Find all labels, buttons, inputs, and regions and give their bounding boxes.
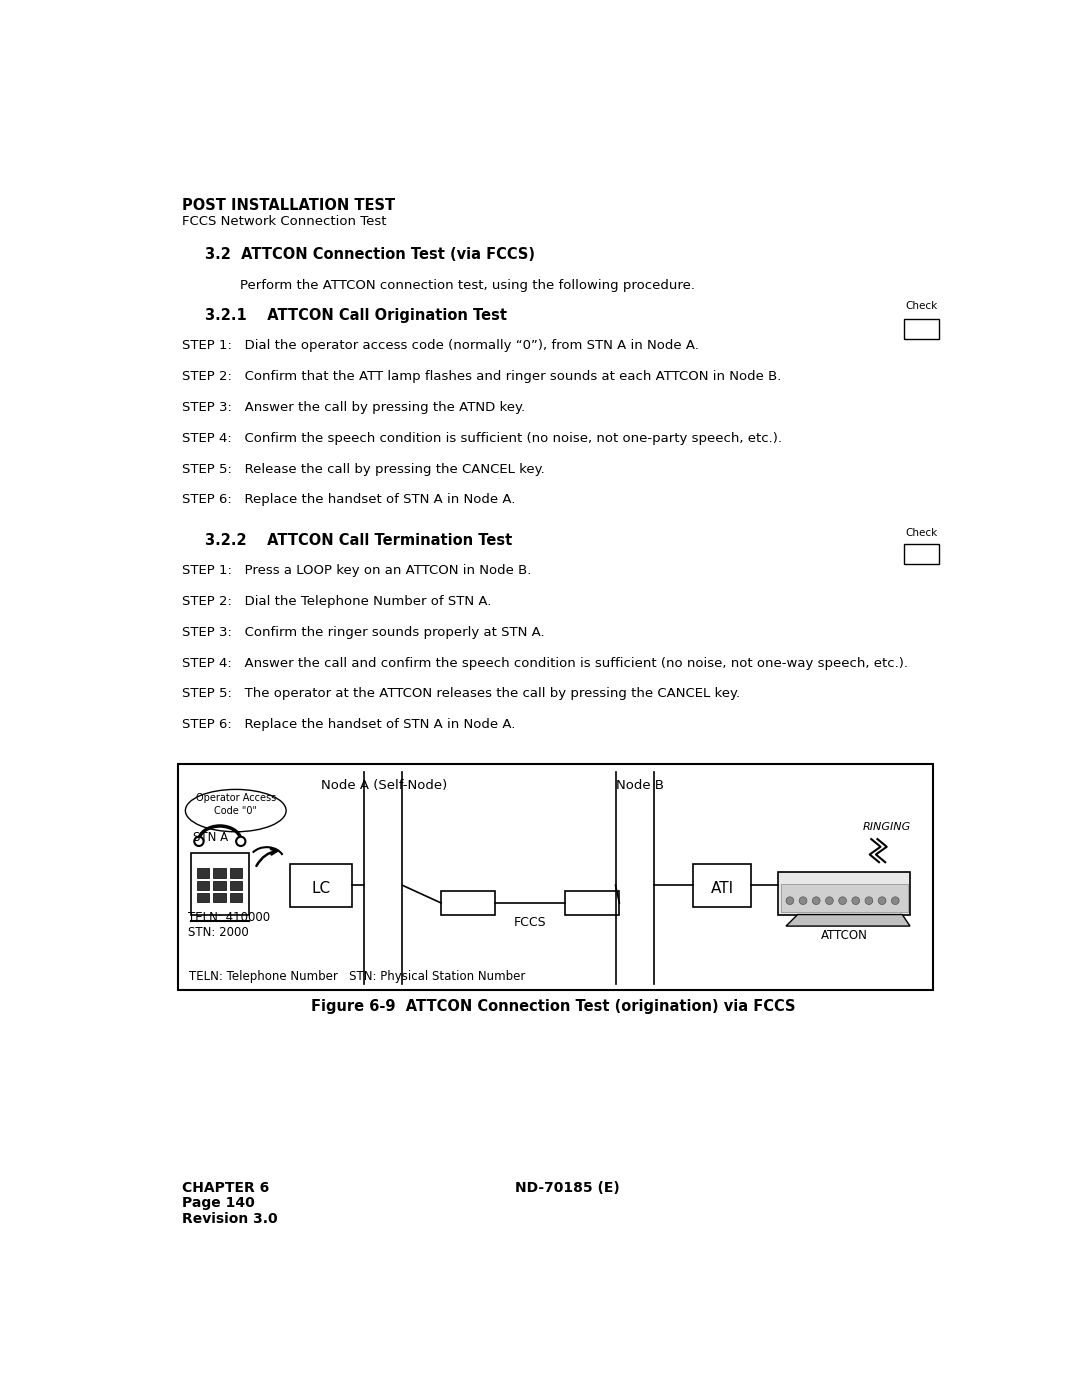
Bar bbox=[191, 854, 248, 915]
Bar bbox=[177, 764, 933, 990]
Text: Node A (Self-Node): Node A (Self-Node) bbox=[321, 780, 447, 792]
Bar bbox=[230, 893, 242, 902]
Bar bbox=[213, 869, 226, 877]
Text: Page 140: Page 140 bbox=[181, 1196, 254, 1210]
Text: STEP 2:   Dial the Telephone Number of STN A.: STEP 2: Dial the Telephone Number of STN… bbox=[181, 595, 491, 608]
Circle shape bbox=[194, 837, 204, 847]
Text: 3.2  ATTCON Connection Test (via FCCS): 3.2 ATTCON Connection Test (via FCCS) bbox=[205, 246, 535, 261]
Text: POST INSTALLATION TEST: POST INSTALLATION TEST bbox=[181, 198, 394, 212]
Circle shape bbox=[839, 897, 847, 904]
Text: STEP 4:   Answer the call and confirm the speech condition is sufficient (no noi: STEP 4: Answer the call and confirm the … bbox=[181, 657, 907, 669]
Text: STEP 5:   The operator at the ATTCON releases the call by pressing the CANCEL ke: STEP 5: The operator at the ATTCON relea… bbox=[181, 687, 740, 700]
Text: FCCS Network Connection Test: FCCS Network Connection Test bbox=[181, 215, 386, 228]
Text: STEP 6:   Replace the handset of STN A in Node A.: STEP 6: Replace the handset of STN A in … bbox=[181, 718, 515, 731]
Text: LC: LC bbox=[311, 882, 330, 897]
Text: ND-70185 (E): ND-70185 (E) bbox=[515, 1180, 620, 1194]
Text: STN: 2000: STN: 2000 bbox=[188, 926, 248, 939]
Bar bbox=[904, 545, 940, 564]
Bar bbox=[565, 891, 619, 915]
Circle shape bbox=[799, 897, 807, 904]
Text: STN A: STN A bbox=[193, 831, 228, 844]
Text: STEP 5:   Release the call by pressing the CANCEL key.: STEP 5: Release the call by pressing the… bbox=[181, 462, 544, 475]
Text: 3.2.2    ATTCON Call Termination Test: 3.2.2 ATTCON Call Termination Test bbox=[205, 532, 512, 548]
Bar bbox=[197, 880, 210, 890]
Polygon shape bbox=[781, 884, 907, 912]
Circle shape bbox=[891, 897, 900, 904]
Bar bbox=[197, 869, 210, 877]
Text: STEP 3:   Answer the call by pressing the ATND key.: STEP 3: Answer the call by pressing the … bbox=[181, 401, 525, 414]
Bar bbox=[213, 893, 226, 902]
Text: Check: Check bbox=[905, 300, 937, 310]
Bar bbox=[291, 865, 352, 907]
Ellipse shape bbox=[186, 789, 286, 831]
Text: STEP 3:   Confirm the ringer sounds properly at STN A.: STEP 3: Confirm the ringer sounds proper… bbox=[181, 626, 544, 638]
Text: Operator Access: Operator Access bbox=[195, 792, 275, 803]
Polygon shape bbox=[779, 872, 910, 915]
Circle shape bbox=[786, 897, 794, 904]
Text: 3.2.1    ATTCON Call Origination Test: 3.2.1 ATTCON Call Origination Test bbox=[205, 309, 507, 323]
Text: Code "0": Code "0" bbox=[214, 806, 257, 816]
Text: TELN: Telephone Number   STN: Physical Station Number: TELN: Telephone Number STN: Physical Sta… bbox=[189, 970, 526, 983]
Text: FCCS: FCCS bbox=[514, 916, 546, 929]
Circle shape bbox=[825, 897, 834, 904]
Text: Figure 6-9  ATTCON Connection Test (origination) via FCCS: Figure 6-9 ATTCON Connection Test (origi… bbox=[311, 999, 796, 1014]
Text: STEP 1:   Dial the operator access code (normally “0”), from STN A in Node A.: STEP 1: Dial the operator access code (n… bbox=[181, 339, 699, 352]
Text: STEP 1:   Press a LOOP key on an ATTCON in Node B.: STEP 1: Press a LOOP key on an ATTCON in… bbox=[181, 564, 531, 577]
Bar bbox=[904, 319, 940, 338]
Bar bbox=[197, 893, 210, 902]
Text: TELN: 410000: TELN: 410000 bbox=[188, 911, 270, 923]
Polygon shape bbox=[786, 915, 910, 926]
Text: Revision 3.0: Revision 3.0 bbox=[181, 1211, 278, 1225]
Bar bbox=[230, 880, 242, 890]
Circle shape bbox=[812, 897, 820, 904]
Text: STEP 4:   Confirm the speech condition is sufficient (no noise, not one-party sp: STEP 4: Confirm the speech condition is … bbox=[181, 432, 782, 444]
Bar bbox=[693, 865, 751, 907]
Text: CHAPTER 6: CHAPTER 6 bbox=[181, 1180, 269, 1194]
Text: ATTCON: ATTCON bbox=[821, 929, 867, 942]
Text: STEP 2:   Confirm that the ATT lamp flashes and ringer sounds at each ATTCON in : STEP 2: Confirm that the ATT lamp flashe… bbox=[181, 370, 781, 383]
Circle shape bbox=[865, 897, 873, 904]
Circle shape bbox=[237, 837, 245, 847]
Text: Check: Check bbox=[905, 528, 937, 538]
Bar bbox=[441, 891, 496, 915]
Circle shape bbox=[878, 897, 886, 904]
Text: ATI: ATI bbox=[711, 882, 733, 897]
Text: STEP 6:   Replace the handset of STN A in Node A.: STEP 6: Replace the handset of STN A in … bbox=[181, 493, 515, 506]
Circle shape bbox=[852, 897, 860, 904]
Bar bbox=[230, 869, 242, 877]
Text: Perform the ATTCON connection test, using the following procedure.: Perform the ATTCON connection test, usin… bbox=[240, 279, 694, 292]
Bar bbox=[213, 880, 226, 890]
Text: Node B: Node B bbox=[616, 780, 663, 792]
Text: RINGING: RINGING bbox=[863, 821, 910, 831]
